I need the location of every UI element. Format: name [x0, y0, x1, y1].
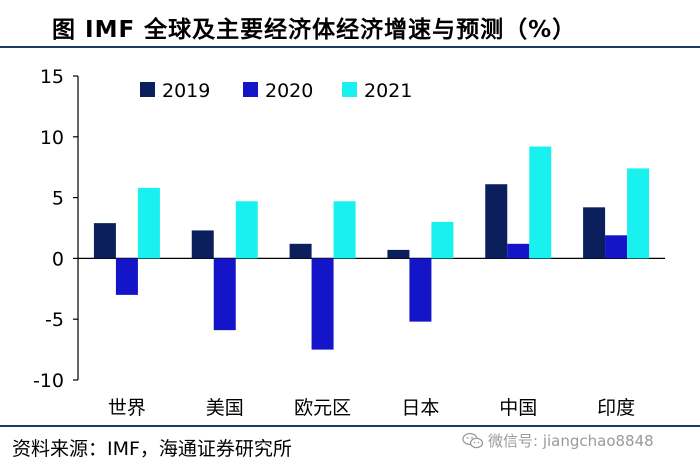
- bar-2019-0: [93, 223, 116, 259]
- bar-2019-5: [583, 207, 606, 259]
- wechat-icon: [462, 432, 484, 448]
- y-tick-label: 5: [52, 188, 64, 210]
- bar-2021-5: [627, 168, 650, 259]
- bar-2021-4: [529, 146, 552, 259]
- y-tick-label: -10: [33, 370, 64, 392]
- bar-2020-3: [409, 258, 432, 322]
- bar-2021-0: [137, 187, 160, 259]
- x-category-label: 印度: [597, 397, 635, 419]
- y-tick-label: 10: [40, 127, 64, 149]
- footer-divider: [0, 425, 700, 427]
- watermark: 微信号: jiangchao8848: [462, 430, 654, 451]
- x-category-label: 欧元区: [294, 397, 351, 419]
- bar-2019-4: [485, 184, 508, 259]
- watermark-text: 微信号: jiangchao8848: [488, 432, 654, 450]
- chart-title: 图 IMF 全球及主要经济体经济增速与预测（%）: [52, 17, 577, 43]
- bar-2020-2: [311, 258, 334, 350]
- bar-2020-0: [115, 258, 138, 295]
- bar-2021-3: [431, 221, 454, 259]
- bar-2021-1: [235, 201, 258, 259]
- bar-2020-5: [605, 235, 628, 259]
- x-category-label: 中国: [499, 397, 537, 419]
- x-category-label: 世界: [108, 397, 146, 419]
- title-bar: 图 IMF 全球及主要经济体经济增速与预测（%）: [0, 0, 700, 48]
- bar-2019-2: [289, 243, 312, 259]
- legend-swatch-2019: [140, 82, 155, 97]
- source-note: 资料来源：IMF，海通证券研究所: [12, 438, 292, 460]
- bar-2020-4: [507, 243, 530, 259]
- bar-2021-2: [333, 201, 356, 259]
- x-category-label: 日本: [401, 397, 439, 419]
- bar-2019-3: [387, 249, 410, 259]
- legend-swatch-2020: [243, 82, 258, 97]
- legend-swatch-2021: [342, 82, 357, 97]
- y-tick-label: 0: [52, 248, 64, 270]
- bar-2019-1: [191, 230, 214, 259]
- bar-2020-1: [213, 258, 236, 331]
- legend-label-2021: 2021: [364, 80, 412, 102]
- chart: 15 10 5 0 -5 -10 世界 美国 欧元区 日本 中国 印度 2019 2020 2021: [33, 66, 665, 419]
- legend-label-2020: 2020: [265, 80, 313, 102]
- y-tick-label: 15: [40, 66, 64, 88]
- x-category-label: 美国: [206, 397, 244, 419]
- y-tick-label: -5: [45, 309, 64, 331]
- legend-label-2019: 2019: [162, 80, 210, 102]
